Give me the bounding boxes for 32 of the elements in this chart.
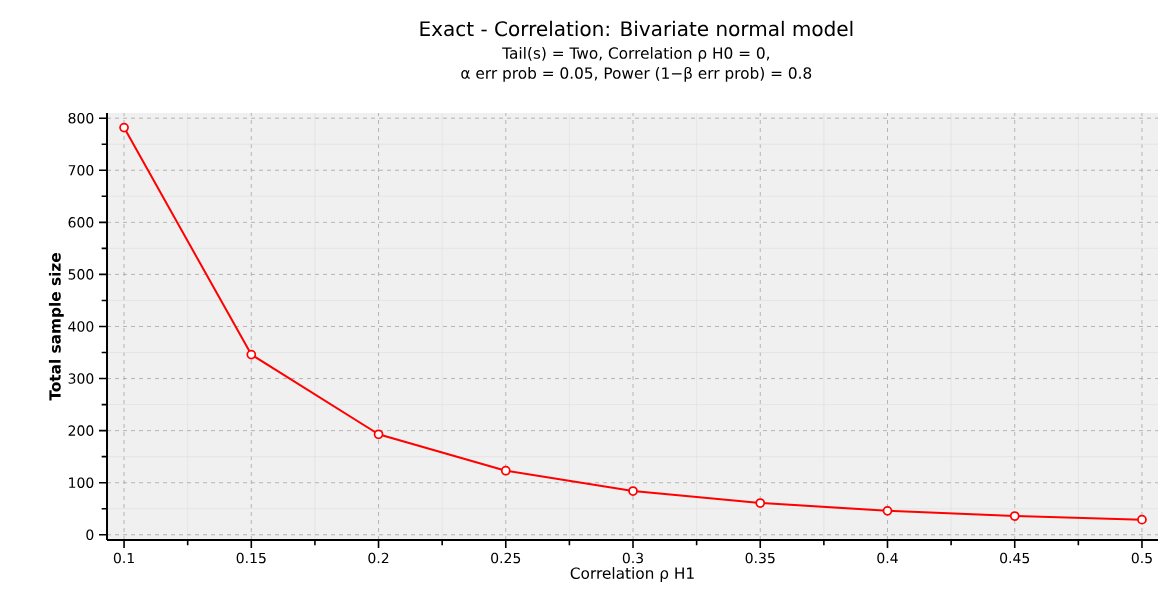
text: α err prob = 0.05, Power (1−β err prob) = 0.8 bbox=[461, 66, 812, 82]
x-tick-label: 0.1 bbox=[113, 552, 134, 564]
point bbox=[628, 486, 638, 496]
point bbox=[882, 505, 893, 516]
chart-subtitle: Tail(s) = Two, Correlation ρ H0 = 0, bbox=[502, 47, 770, 62]
chart-title: Exact - Correlation: Bivariate normal model bbox=[420, 20, 853, 37]
x-tick-label: 0.15 bbox=[236, 552, 266, 564]
y-tick-label: 0 bbox=[86, 529, 94, 541]
x-tick-label: 0.45 bbox=[1000, 552, 1030, 564]
y-tick-label: 300 bbox=[68, 373, 94, 384]
x-tick-label: 0.35 bbox=[745, 552, 775, 564]
y-tick-label: 800 bbox=[68, 112, 94, 124]
point bbox=[1009, 511, 1020, 521]
x-tick-label: 0.5 bbox=[1131, 552, 1152, 564]
point bbox=[1137, 514, 1147, 525]
y-tick-label: 200 bbox=[68, 425, 94, 436]
x-tick-label: 0.3 bbox=[622, 552, 644, 564]
x-tick-label: 0.2 bbox=[368, 552, 389, 564]
y-axis-title: Total sample size bbox=[48, 253, 64, 401]
x-axis-title: Correlation ρ H1 bbox=[570, 567, 694, 582]
x-tick-label: 0.4 bbox=[877, 552, 898, 564]
point bbox=[755, 498, 766, 508]
y-tick-label: 700 bbox=[68, 164, 94, 176]
y-tick-label: 600 bbox=[68, 217, 94, 228]
point bbox=[246, 349, 257, 360]
y-tick-label: 100 bbox=[69, 477, 94, 488]
point bbox=[500, 465, 511, 476]
y-tick-label: 500 bbox=[68, 269, 94, 280]
point bbox=[119, 122, 129, 133]
x-tick-label: 0.25 bbox=[491, 552, 521, 564]
point bbox=[373, 429, 384, 440]
y-tick-label: 400 bbox=[68, 321, 94, 332]
